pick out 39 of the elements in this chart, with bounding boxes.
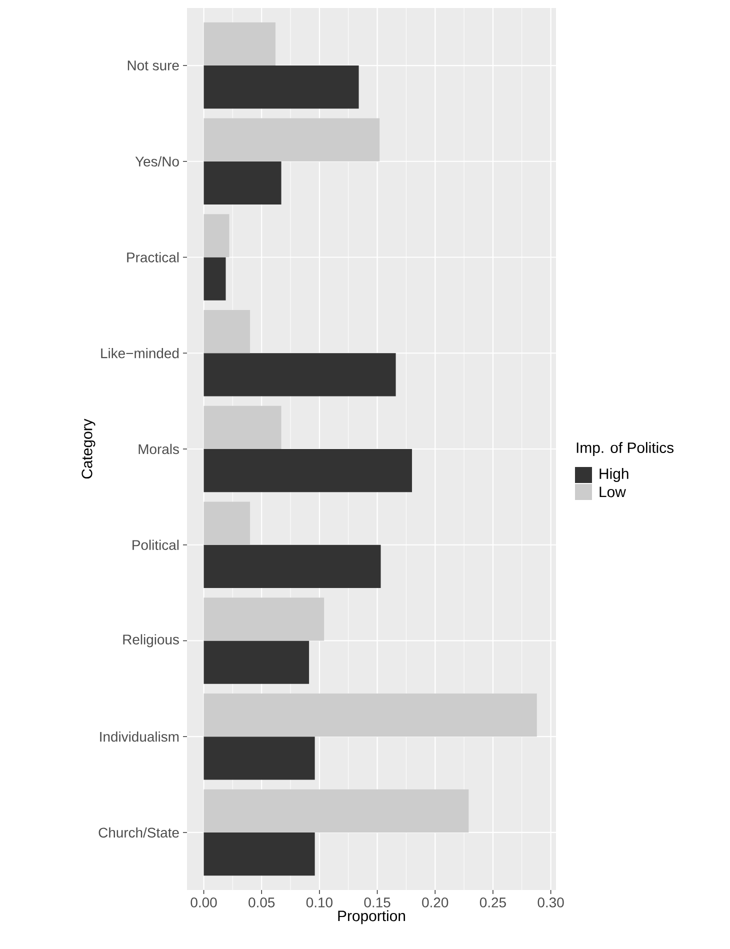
bar — [204, 598, 324, 641]
x-tick-label: 0.20 — [422, 898, 448, 908]
x-tick-label: 0.25 — [480, 898, 506, 908]
y-axis-title: Category — [82, 418, 96, 479]
bar — [204, 406, 282, 449]
x-tick-label: 0.00 — [190, 898, 217, 908]
x-tick-label: 0.30 — [538, 898, 564, 908]
x-tick-label: 0.10 — [306, 898, 332, 908]
y-tick-label: Individualism — [100, 731, 179, 742]
bar — [204, 789, 469, 832]
bar — [204, 257, 226, 300]
bar — [204, 502, 250, 545]
x-tick-label: 0.15 — [364, 898, 390, 908]
bar — [204, 693, 537, 737]
y-tick-label: Not sure — [128, 60, 179, 70]
y-tick-label: Religious — [123, 634, 179, 648]
y-tick-label: Church/State — [98, 827, 179, 838]
y-tick-label: Political — [132, 540, 179, 550]
bar — [204, 353, 396, 396]
bar — [204, 544, 381, 588]
x-axis-title: Proportion — [338, 910, 405, 924]
bar — [204, 832, 315, 876]
bar — [204, 161, 282, 205]
bar — [204, 118, 380, 162]
bar — [204, 736, 315, 780]
y-tick-label: Like−minded — [101, 348, 179, 358]
bar — [204, 310, 250, 354]
y-tick-label: Practical — [127, 252, 179, 262]
bar — [204, 66, 359, 109]
legend-label: High — [600, 468, 628, 482]
legend-label: Low — [600, 486, 626, 498]
bar — [204, 22, 276, 66]
bar — [204, 640, 310, 684]
x-tick-label: 0.05 — [248, 898, 275, 908]
y-tick-label: Morals — [138, 444, 179, 454]
bar — [204, 214, 230, 258]
legend-title: Imp. of Politics — [576, 442, 674, 456]
y-tick-label: Yes/No — [135, 156, 179, 167]
bar — [204, 448, 412, 492]
